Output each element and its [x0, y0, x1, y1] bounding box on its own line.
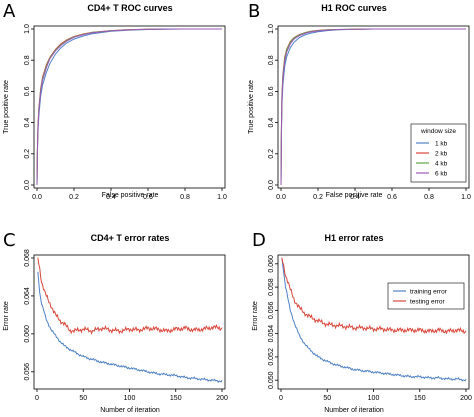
panel-a-series-4-kb: [36, 28, 222, 186]
panel-c-x-tick-label: 50: [79, 395, 87, 402]
panel-letter-c: C: [3, 230, 16, 251]
legend-label: 2 kb: [435, 151, 448, 158]
panel-b-y-tick-label: 0.2: [268, 149, 275, 159]
legend-label: testing error: [410, 299, 446, 306]
panel-c-y-tick-label: 0.060: [24, 325, 31, 343]
panel-d-y-tick-label: 0.060: [268, 255, 275, 273]
legend-label: 1 kb: [435, 141, 448, 148]
panel-d-plot-frame: [277, 254, 470, 390]
panel-b-x-tick-label: 0.2: [313, 194, 323, 201]
panel-a-x-tick-label: 0.0: [32, 194, 42, 201]
panel-c-x-tick-label: 0: [35, 395, 39, 402]
panel-b-y-tick-label: 1.0: [268, 24, 275, 34]
panel-c-y-tick-label: 0.064: [24, 287, 31, 305]
panel-a-y-tick-label: 0.8: [24, 55, 31, 65]
panel-a-y-tick-label: 0.0: [24, 180, 31, 190]
panel-b-x-tick-label: 0.0: [276, 194, 286, 201]
panel-a-y-tick-label: 0.4: [24, 118, 31, 128]
panel-b-x-tick-label: 0.8: [424, 194, 434, 201]
panel-d-title: H1 error rates: [324, 233, 383, 243]
panel-a-x-tick-label: 1.0: [217, 194, 227, 201]
panel-d-y-tick-label: 0.050: [268, 371, 275, 389]
panel-a-x-tick-label: 0.4: [106, 194, 116, 201]
panel-b-y-tick-label: 0.0: [268, 180, 275, 190]
panel-c-title: CD4+ T error rates: [91, 233, 170, 243]
panel-d-y-tick-label: 0.052: [268, 348, 275, 366]
panel-a-x-tick-label: 0.6: [143, 194, 153, 201]
panel-d-x-tick-label: 150: [414, 395, 426, 402]
panel-c-ylabel: Error rate: [3, 301, 10, 331]
panel-a-y-tick-label: 1.0: [24, 24, 31, 34]
panel-d-y-tick-label: 0.058: [268, 278, 275, 296]
panel-b-x-tick-label: 1.0: [461, 194, 471, 201]
panel-c-xlabel: Number of iteration: [100, 407, 160, 414]
panel-d-x-tick-label: 50: [323, 395, 331, 402]
panel-a-y-tick-label: 0.6: [24, 86, 31, 96]
panel-b-series-6-kb: [280, 28, 466, 186]
panel-d-x-tick-label: 0: [279, 395, 283, 402]
panel-b-title: H1 ROC curves: [321, 3, 387, 13]
panel-c-x-tick-label: 100: [124, 395, 136, 402]
legend-label: training error: [410, 289, 448, 296]
panel-b-y-tick-label: 0.4: [268, 118, 275, 128]
panel-letter-a: A: [3, 1, 16, 22]
legend-label: 6 kb: [435, 171, 448, 178]
panel-c-series-training-error: [37, 271, 223, 384]
panel-c-y-tick-label: 0.056: [24, 363, 31, 381]
panel-d-series-training-error: [281, 257, 467, 382]
panel-a-series-1-kb: [36, 28, 222, 186]
panel-d-series-testing-error: [281, 257, 467, 335]
panel-d-y-tick-label: 0.054: [268, 325, 275, 343]
panel-b-h1-roc: B H1 ROC curves False positive rate True…: [248, 1, 471, 201]
panel-c-x-tick-label: 150: [170, 395, 182, 402]
panel-a-series-6-kb: [36, 28, 222, 186]
panel-a-y-tick-label: 0.2: [24, 149, 31, 159]
panel-c-x-tick-label: 200: [216, 395, 228, 402]
panel-letter-b: B: [248, 1, 260, 22]
panel-d-y-tick-label: 0.056: [268, 302, 275, 320]
panel-a-x-tick-label: 0.8: [180, 194, 190, 201]
panel-c-y-tick-label: 0.068: [24, 249, 31, 267]
panel-a-x-tick-label: 0.2: [69, 194, 79, 201]
panel-a-series-2-kb: [36, 28, 222, 186]
panel-a-plot-frame: [33, 25, 226, 189]
legend-title: window size: [420, 128, 456, 135]
panel-b-y-tick-label: 0.8: [268, 55, 275, 65]
panel-d-x-tick-label: 200: [460, 395, 472, 402]
panel-a-ylabel: True positive rate: [3, 80, 10, 134]
panel-b-ylabel: True positive rate: [248, 80, 255, 134]
panel-a-title: CD4+ T ROC curves: [87, 3, 172, 13]
panel-b-y-tick-label: 0.6: [268, 86, 275, 96]
panel-b-x-tick-label: 0.6: [387, 194, 397, 201]
legend-box: [387, 282, 465, 310]
panel-b-x-tick-label: 0.4: [350, 194, 360, 201]
panel-letter-d: D: [252, 230, 266, 251]
panel-b-xlabel: False positive rate: [326, 192, 383, 199]
panel-d-h1-error: D H1 error rates Number of iteration Err…: [252, 230, 472, 414]
panel-a-xlabel: False positive rate: [102, 192, 159, 199]
panel-c-series-testing-error: [37, 257, 223, 336]
panel-b-plot-frame: [277, 25, 470, 189]
legend-label: 4 kb: [435, 161, 448, 168]
panel-d-x-tick-label: 100: [368, 395, 380, 402]
panel-d-ylabel: Error rate: [252, 301, 259, 331]
panel-d-xlabel: Number of iteration: [324, 407, 384, 414]
panel-a-cd4-roc: A CD4+ T ROC curves False positive rate …: [3, 1, 227, 201]
panel-c-cd4-error: C CD4+ T error rates Number of iteration…: [3, 230, 228, 414]
